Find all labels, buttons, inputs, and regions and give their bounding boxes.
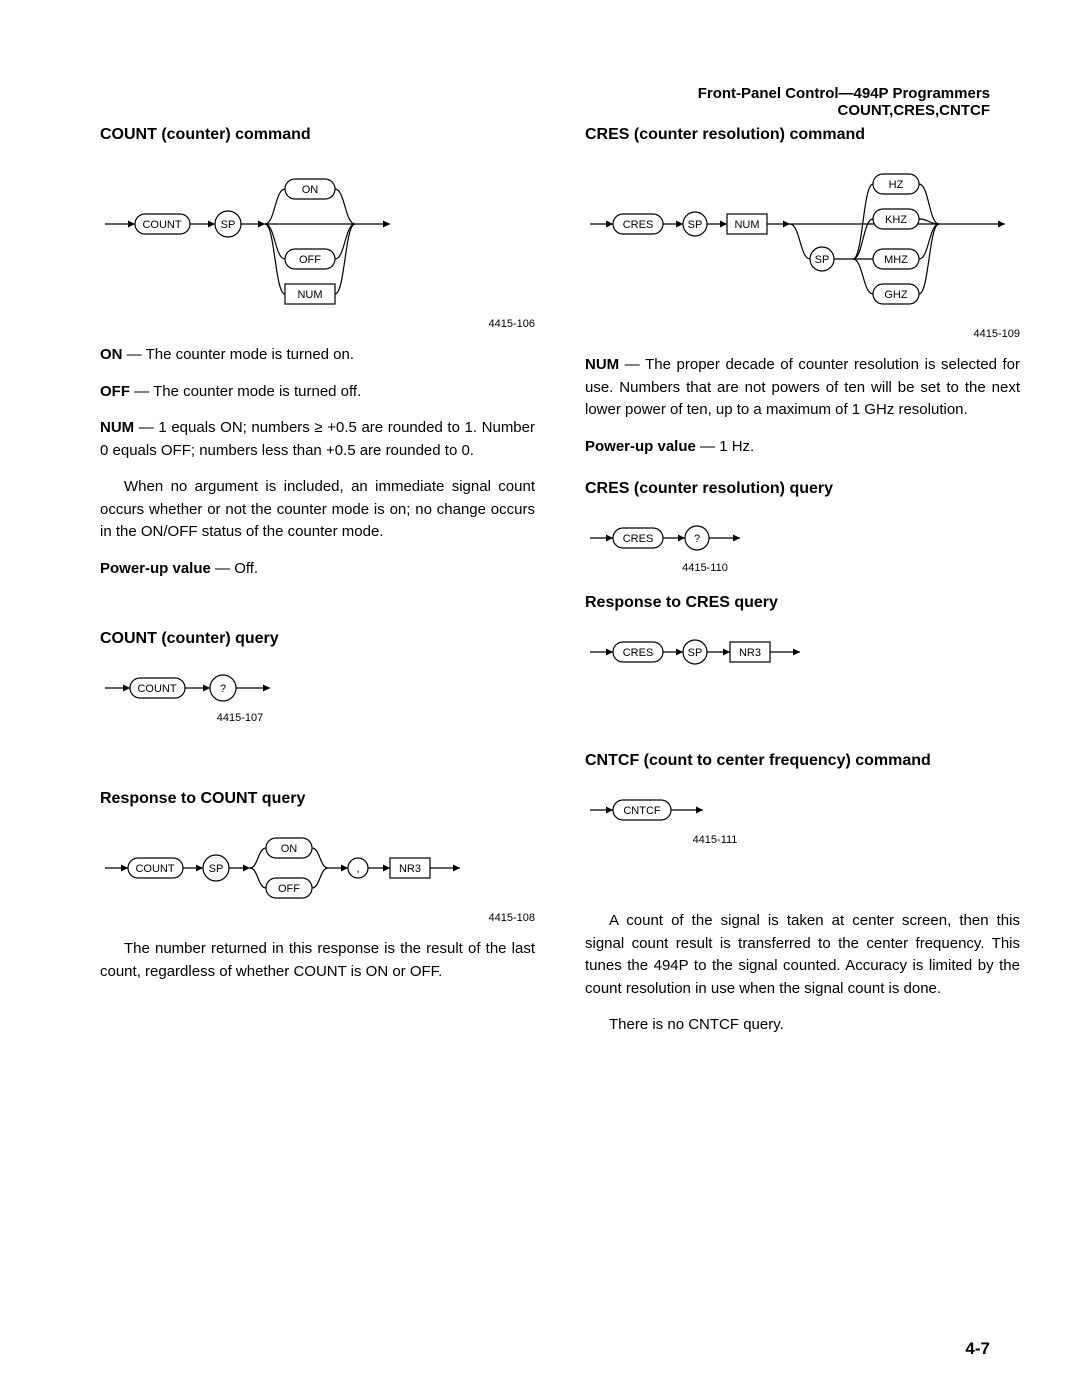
svg-text:SP: SP: [209, 863, 224, 875]
cntcf-noquery: There is no CNTCF query.: [585, 1014, 1020, 1037]
cres-query-fig: 4415-110: [585, 562, 825, 574]
cntcf-title: CNTCF (count to center frequency) comman…: [585, 752, 1020, 770]
svg-text:NR3: NR3: [399, 863, 421, 875]
count-response-diagram: COUNT SP ON OFF ,: [100, 828, 535, 908]
page-number: 4-7: [965, 1339, 990, 1359]
cres-response-title: Response to CRES query: [585, 594, 1020, 612]
cntcf-diagram: CNTCF: [585, 790, 1020, 830]
svg-text:NUM: NUM: [734, 219, 759, 231]
svg-text:OFF: OFF: [278, 883, 300, 895]
count-query-fig: 4415-107: [100, 712, 380, 724]
cres-response-diagram: CRES SP NR3: [585, 632, 1020, 672]
count-cmd-title: COUNT (counter) command: [100, 126, 535, 144]
cres-query-title: CRES (counter resolution) query: [585, 480, 1020, 498]
svg-text:ON: ON: [281, 843, 298, 855]
svg-text:?: ?: [220, 683, 226, 695]
powerup-right: Power-up value — 1 Hz.: [585, 436, 1020, 459]
count-query-diagram: COUNT ?: [100, 668, 535, 708]
svg-text:NUM: NUM: [297, 289, 322, 301]
content-columns: COUNT (counter) command COUNT SP: [100, 120, 1020, 1051]
count-response-fig: 4415-108: [100, 912, 535, 924]
svg-text:COUNT: COUNT: [135, 863, 174, 875]
count-query-title: COUNT (counter) query: [100, 630, 535, 648]
svg-text:SP: SP: [688, 647, 703, 659]
count-cmd-fig: 4415-106: [100, 318, 535, 330]
svg-text:HZ: HZ: [889, 179, 904, 191]
svg-text:SP: SP: [221, 219, 236, 231]
cres-cmd-title: CRES (counter resolution) command: [585, 126, 1020, 144]
svg-text:SP: SP: [815, 254, 830, 266]
svg-text:KHZ: KHZ: [885, 214, 907, 226]
svg-text:ON: ON: [302, 184, 319, 196]
page: Front-Panel Control—494P Programmers COU…: [0, 0, 1080, 1399]
svg-text:COUNT: COUNT: [142, 219, 181, 231]
svg-text:CRES: CRES: [623, 219, 654, 231]
svg-text:COUNT: COUNT: [137, 683, 176, 695]
svg-text:,: ,: [356, 863, 359, 875]
svg-text:?: ?: [694, 533, 700, 545]
cntcf-desc: A count of the signal is taken at center…: [585, 910, 1020, 1000]
cres-cmd-fig: 4415-109: [585, 328, 1020, 340]
svg-text:CNTCF: CNTCF: [623, 805, 661, 817]
noarg-desc: When no argument is included, an immedia…: [100, 476, 535, 544]
count-cmd-diagram: COUNT SP ON OFF: [100, 164, 535, 314]
svg-text:CRES: CRES: [623, 647, 654, 659]
powerup-left: Power-up value — Off.: [100, 558, 535, 581]
svg-text:NR3: NR3: [739, 647, 761, 659]
count-response-title: Response to COUNT query: [100, 790, 535, 808]
off-desc: OFF — The counter mode is turned off.: [100, 381, 535, 404]
svg-text:SP: SP: [688, 219, 703, 231]
cntcf-fig: 4415-111: [585, 834, 845, 846]
left-column: COUNT (counter) command COUNT SP: [100, 120, 535, 1051]
svg-text:GHZ: GHZ: [884, 289, 908, 301]
page-header: Front-Panel Control—494P Programmers COU…: [698, 85, 990, 119]
svg-text:MHZ: MHZ: [884, 254, 908, 266]
svg-text:OFF: OFF: [299, 254, 321, 266]
header-line2: COUNT,CRES,CNTCF: [698, 102, 990, 119]
on-desc: ON — The counter mode is turned on.: [100, 344, 535, 367]
cres-cmd-diagram: CRES SP NUM SP: [585, 164, 1020, 324]
svg-text:CRES: CRES: [623, 533, 654, 545]
header-line1: Front-Panel Control—494P Programmers: [698, 85, 990, 102]
response-desc: The number returned in this response is …: [100, 938, 535, 983]
num-desc: NUM — 1 equals ON; numbers ≥ +0.5 are ro…: [100, 417, 535, 462]
right-column: CRES (counter resolution) command CRES S…: [585, 120, 1020, 1051]
cres-num-desc: NUM — The proper decade of counter resol…: [585, 354, 1020, 422]
cres-query-diagram: CRES ?: [585, 518, 1020, 558]
